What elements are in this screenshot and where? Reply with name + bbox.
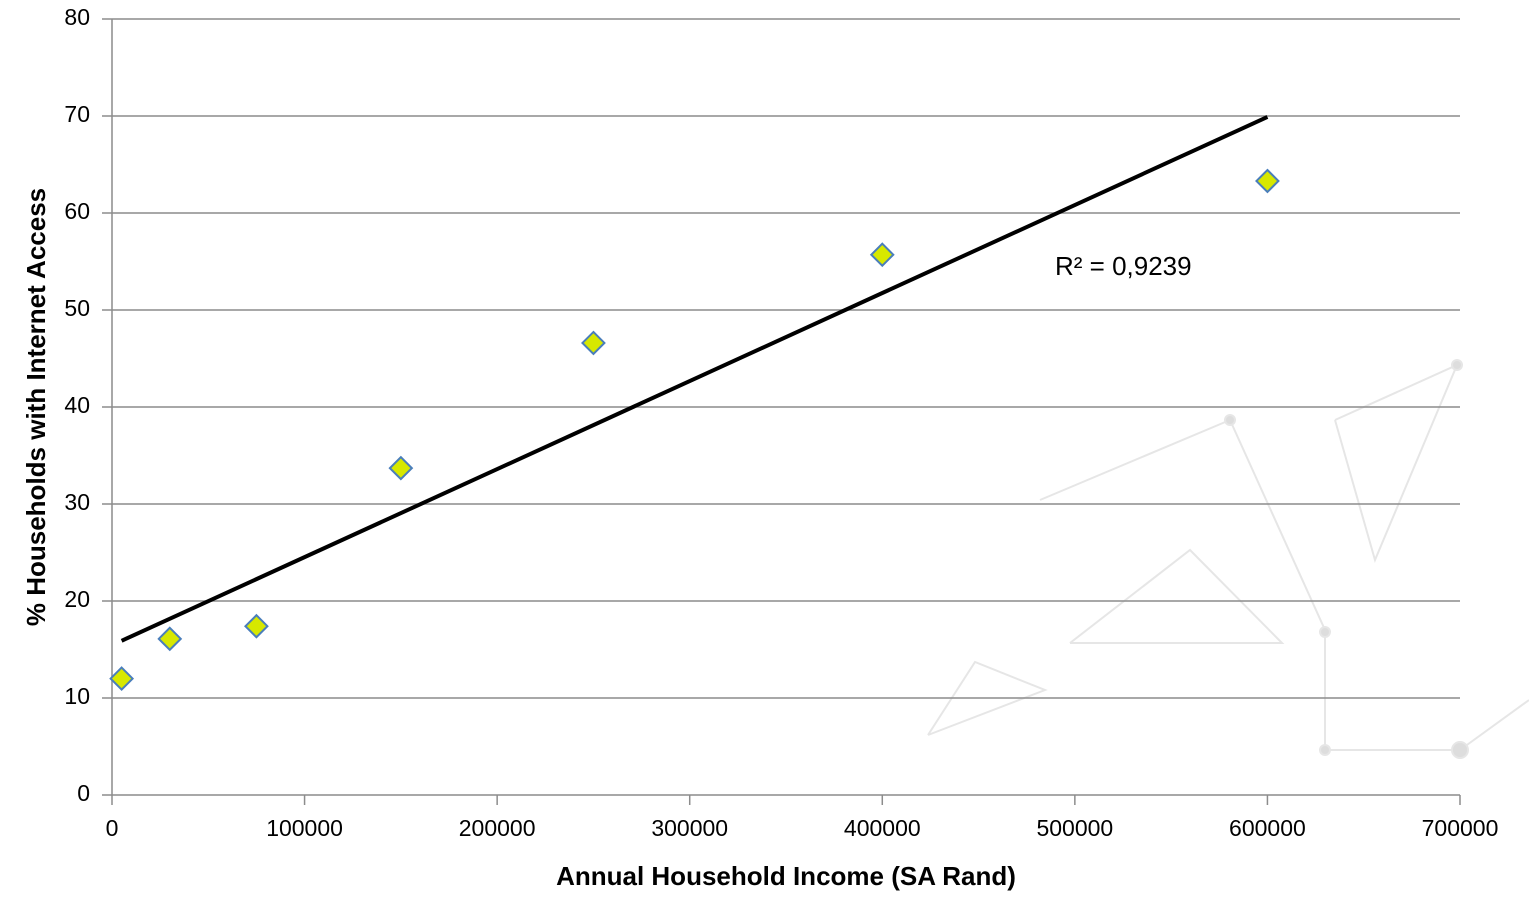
x-tick-label: 300000	[651, 815, 728, 841]
data-point	[390, 457, 412, 479]
data-point	[245, 615, 267, 637]
y-tick-label: 30	[64, 489, 90, 515]
y-tick-label: 60	[64, 198, 90, 224]
data-point	[159, 628, 181, 650]
chart: Annual Household Income (SA Rand) % Hous…	[0, 0, 1529, 898]
decor-dot	[1225, 415, 1235, 425]
x-tick-label: 400000	[844, 815, 921, 841]
decor-line	[1460, 700, 1529, 750]
data-point	[111, 668, 133, 690]
data-point	[582, 332, 604, 354]
y-tick-label: 80	[64, 4, 90, 30]
data-point	[1256, 170, 1278, 192]
decor-dot	[1452, 360, 1462, 370]
trendline	[122, 117, 1268, 641]
x-tick-label: 600000	[1229, 815, 1306, 841]
decor-dot	[1320, 745, 1330, 755]
r-squared-annotation: R² = 0,9239	[1055, 251, 1192, 281]
x-tick-label: 500000	[1036, 815, 1113, 841]
decor-line	[1335, 365, 1457, 560]
decor-line	[1040, 420, 1460, 750]
x-axis-title: Annual Household Income (SA Rand)	[556, 861, 1016, 891]
decor-dot	[1452, 742, 1468, 758]
y-tick-label: 20	[64, 586, 90, 612]
data-point	[871, 244, 893, 266]
x-tick-label: 0	[106, 815, 119, 841]
y-tick-label: 0	[77, 780, 90, 806]
y-tick-label: 10	[64, 683, 90, 709]
decor-dot	[1320, 627, 1330, 637]
y-tick-label: 40	[64, 392, 90, 418]
decor-line	[1070, 550, 1282, 643]
y-tick-label: 50	[64, 295, 90, 321]
x-tick-label: 200000	[459, 815, 536, 841]
x-tick-label: 700000	[1422, 815, 1499, 841]
x-tick-label: 100000	[266, 815, 343, 841]
y-tick-label: 70	[64, 101, 90, 127]
y-axis-title: % Households with Internet Access	[21, 188, 51, 626]
